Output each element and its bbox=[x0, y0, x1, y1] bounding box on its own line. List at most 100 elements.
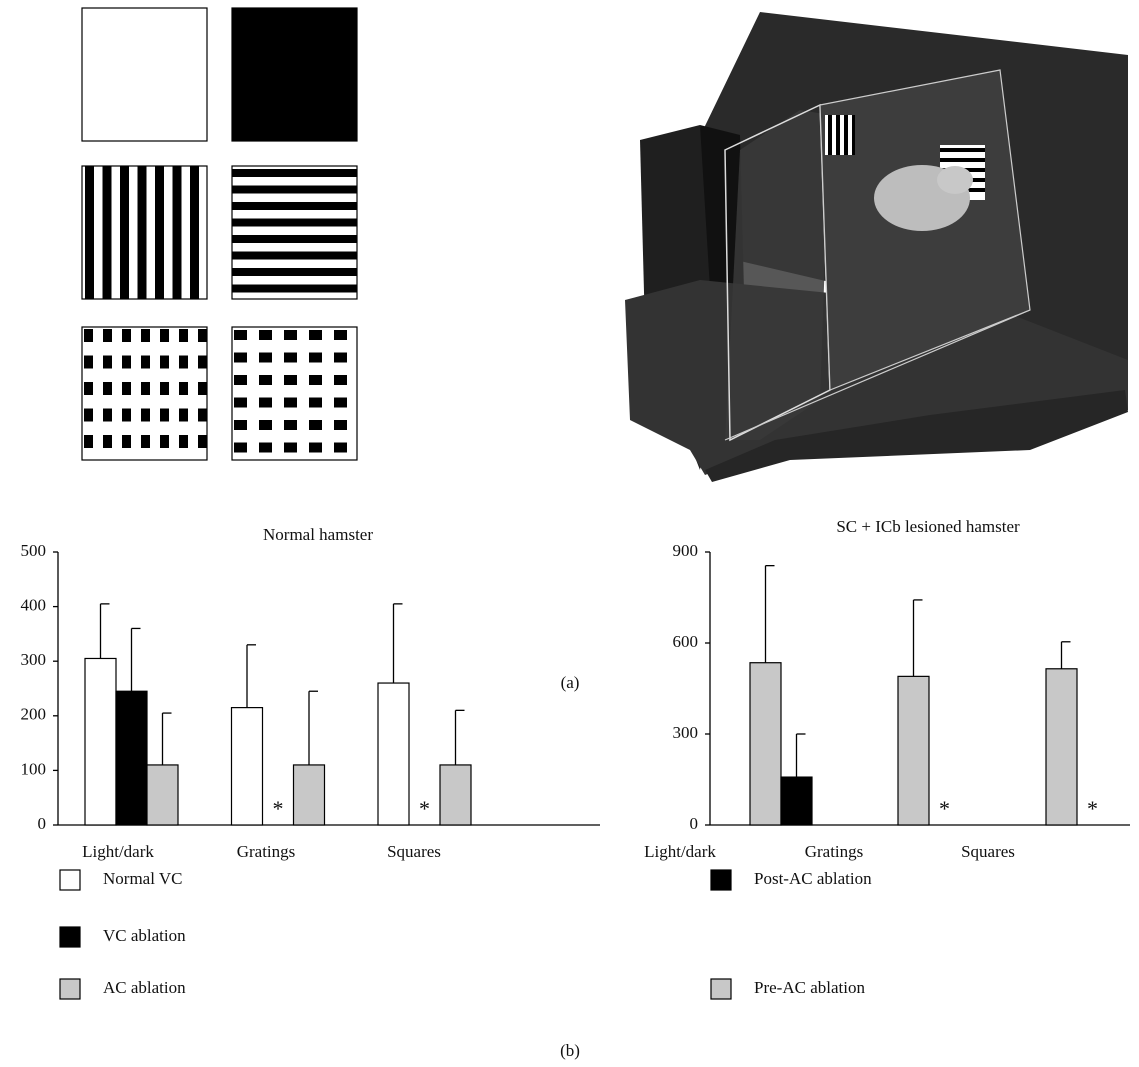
stripe bbox=[232, 235, 357, 243]
x-tick-label: Gratings bbox=[237, 842, 296, 861]
error-bar bbox=[247, 645, 256, 708]
y-tick-label: 300 bbox=[673, 723, 699, 742]
square bbox=[259, 398, 272, 408]
apparatus-illustration bbox=[625, 12, 1128, 482]
bar bbox=[147, 765, 178, 825]
square bbox=[284, 443, 297, 453]
pattern-frame bbox=[82, 8, 207, 141]
square bbox=[141, 356, 150, 369]
error-bar bbox=[132, 628, 141, 691]
square bbox=[103, 382, 112, 395]
square bbox=[103, 435, 112, 448]
square bbox=[122, 435, 131, 448]
bar bbox=[116, 691, 147, 825]
square bbox=[141, 329, 150, 342]
square bbox=[103, 329, 112, 342]
error-bar bbox=[101, 604, 110, 659]
square bbox=[234, 443, 247, 453]
value-label: * bbox=[419, 796, 430, 821]
bar bbox=[378, 683, 409, 825]
y-tick-label: 600 bbox=[673, 632, 699, 651]
stripe bbox=[232, 252, 357, 260]
square bbox=[309, 375, 322, 385]
error-bar bbox=[163, 713, 172, 765]
square bbox=[309, 353, 322, 363]
square bbox=[179, 329, 188, 342]
y-tick-label: 200 bbox=[21, 705, 47, 724]
stripe bbox=[120, 166, 129, 299]
value-label: * bbox=[273, 796, 284, 821]
bar bbox=[440, 765, 471, 825]
square bbox=[198, 409, 207, 422]
square bbox=[234, 420, 247, 430]
square bbox=[141, 409, 150, 422]
panel-label: (b) bbox=[560, 1041, 580, 1060]
square bbox=[160, 382, 169, 395]
square bbox=[198, 435, 207, 448]
square bbox=[309, 420, 322, 430]
square bbox=[179, 435, 188, 448]
square bbox=[179, 409, 188, 422]
bar bbox=[750, 663, 781, 825]
y-tick-label: 0 bbox=[690, 814, 699, 833]
square bbox=[122, 409, 131, 422]
error-bar bbox=[797, 734, 806, 777]
legend-label: Normal VC bbox=[103, 869, 183, 888]
stripe bbox=[232, 219, 357, 227]
x-tick-label: Light/dark bbox=[82, 842, 154, 861]
x-tick-label: Squares bbox=[387, 842, 441, 861]
legend-label: Post-AC ablation bbox=[754, 869, 872, 888]
y-tick-label: 300 bbox=[21, 650, 47, 669]
stripe bbox=[85, 166, 94, 299]
square bbox=[179, 356, 188, 369]
bar bbox=[898, 676, 929, 825]
square bbox=[259, 330, 272, 340]
y-tick-label: 400 bbox=[21, 596, 47, 615]
stripe bbox=[190, 166, 199, 299]
legend-label: Pre-AC ablation bbox=[754, 978, 865, 997]
square bbox=[334, 398, 347, 408]
square bbox=[160, 356, 169, 369]
square bbox=[234, 330, 247, 340]
square bbox=[234, 398, 247, 408]
square bbox=[334, 443, 347, 453]
error-bar bbox=[1062, 642, 1071, 669]
square bbox=[141, 435, 150, 448]
legend-swatch bbox=[60, 870, 80, 890]
bar bbox=[85, 658, 116, 825]
square bbox=[309, 443, 322, 453]
square bbox=[198, 382, 207, 395]
x-tick-label: Light/dark bbox=[644, 842, 716, 861]
square bbox=[103, 356, 112, 369]
legend-swatch bbox=[60, 979, 80, 999]
square bbox=[160, 409, 169, 422]
square bbox=[122, 382, 131, 395]
stripe bbox=[232, 202, 357, 210]
stripe bbox=[232, 285, 357, 293]
square bbox=[160, 435, 169, 448]
error-bar bbox=[309, 691, 318, 765]
bar bbox=[232, 708, 263, 825]
error-bar bbox=[456, 710, 465, 765]
square bbox=[160, 329, 169, 342]
square bbox=[284, 398, 297, 408]
square bbox=[284, 353, 297, 363]
square bbox=[198, 329, 207, 342]
square bbox=[84, 382, 93, 395]
square bbox=[259, 353, 272, 363]
square bbox=[84, 435, 93, 448]
stripe bbox=[138, 166, 147, 299]
figure: (a) (b) Normal hamster0100200300400500Li… bbox=[0, 0, 1139, 1067]
stripe bbox=[232, 268, 357, 276]
square bbox=[284, 330, 297, 340]
y-tick-label: 500 bbox=[21, 541, 47, 560]
stripe bbox=[103, 166, 112, 299]
stripe bbox=[155, 166, 164, 299]
chart-title: SC + ICb lesioned hamster bbox=[836, 517, 1020, 536]
panel-label: (a) bbox=[561, 673, 580, 692]
x-tick-label: Squares bbox=[961, 842, 1015, 861]
square bbox=[259, 443, 272, 453]
stripe bbox=[173, 166, 182, 299]
y-tick-label: 900 bbox=[673, 541, 699, 560]
stripe bbox=[232, 169, 357, 177]
